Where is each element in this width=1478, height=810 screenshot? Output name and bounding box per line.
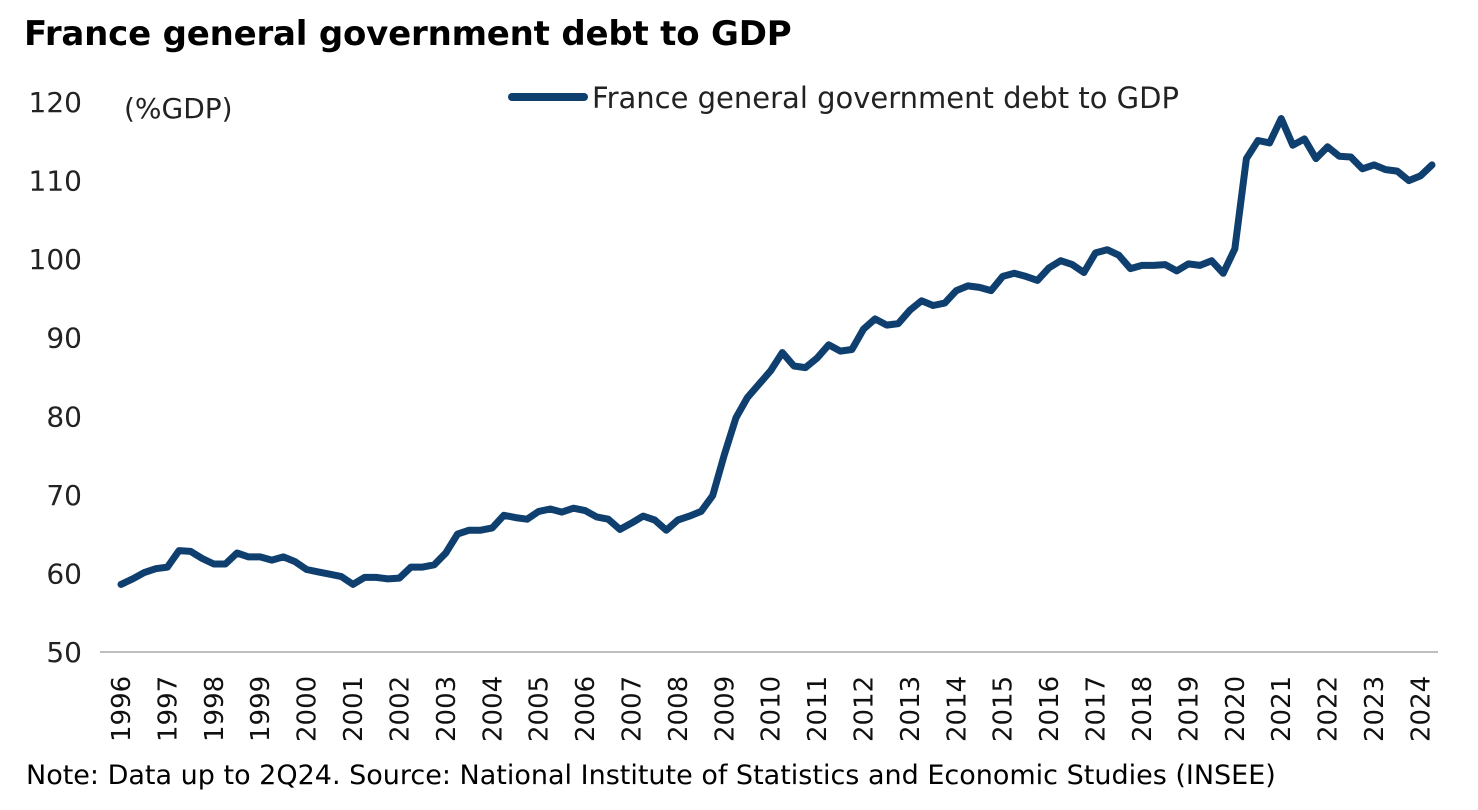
x-tick-label: 2000 [293,676,323,742]
x-tick-label: 1998 [200,676,230,742]
y-tick-label: 60 [46,557,82,590]
x-tick-label: 2013 [896,676,926,742]
x-tick-label: 2007 [617,676,647,742]
x-tick-label: 2008 [664,676,694,742]
y-tick-label: 80 [46,400,82,433]
chart-title: France general government debt to GDP [24,14,792,54]
x-tick-label: 1999 [246,676,276,742]
x-tick-label: 2014 [942,676,972,742]
y-tick-label: 90 [46,322,82,355]
x-tick-label: 2024 [1406,676,1436,742]
x-tick-label: 1996 [107,676,137,742]
x-tick-label: 2015 [989,676,1019,742]
x-tick-label: 2022 [1314,676,1344,742]
x-tick-label: 2005 [525,676,555,742]
x-tick-label: 2016 [1035,676,1065,742]
x-tick-label: 2003 [432,676,462,742]
x-tick-label: 2012 [850,676,880,742]
y-axis-ticks: 50 60 70 80 90 100 110 120 [29,86,82,669]
x-tick-label: 2004 [478,676,508,742]
series-line-debt-to-gdp [117,115,1436,588]
chart-note: Note: Data up to 2Q24. Source: National … [26,760,1276,791]
legend-label: France general government debt to GDP [592,81,1179,115]
x-tick-label: 2002 [385,676,415,742]
x-axis-ticks: 1996 1997 1998 1999 2000 2001 2002 2003 2004 2005… [107,676,1436,742]
x-tick-label: 2017 [1082,676,1112,742]
x-tick-label: 2018 [1128,676,1158,742]
x-tick-label: 2019 [1174,676,1204,742]
x-tick-label: 2001 [339,676,369,742]
y-axis-unit-label: (%GDP) [124,92,233,125]
y-tick-label: 70 [46,479,82,512]
x-tick-label: 2021 [1267,676,1297,742]
x-tick-label: 2009 [710,676,740,742]
x-tick-label: 2010 [757,676,787,742]
x-tick-label: 2011 [803,676,833,742]
x-tick-label: 1997 [153,676,183,742]
y-tick-label: 110 [29,165,82,198]
x-tick-label: 2006 [571,676,601,742]
y-tick-label: 50 [46,636,82,669]
x-tick-label: 2023 [1360,676,1390,742]
y-tick-label: 120 [29,86,82,119]
x-tick-label: 2020 [1221,676,1251,742]
legend: France general government debt to GDP [508,81,1179,115]
y-tick-label: 100 [29,243,82,276]
